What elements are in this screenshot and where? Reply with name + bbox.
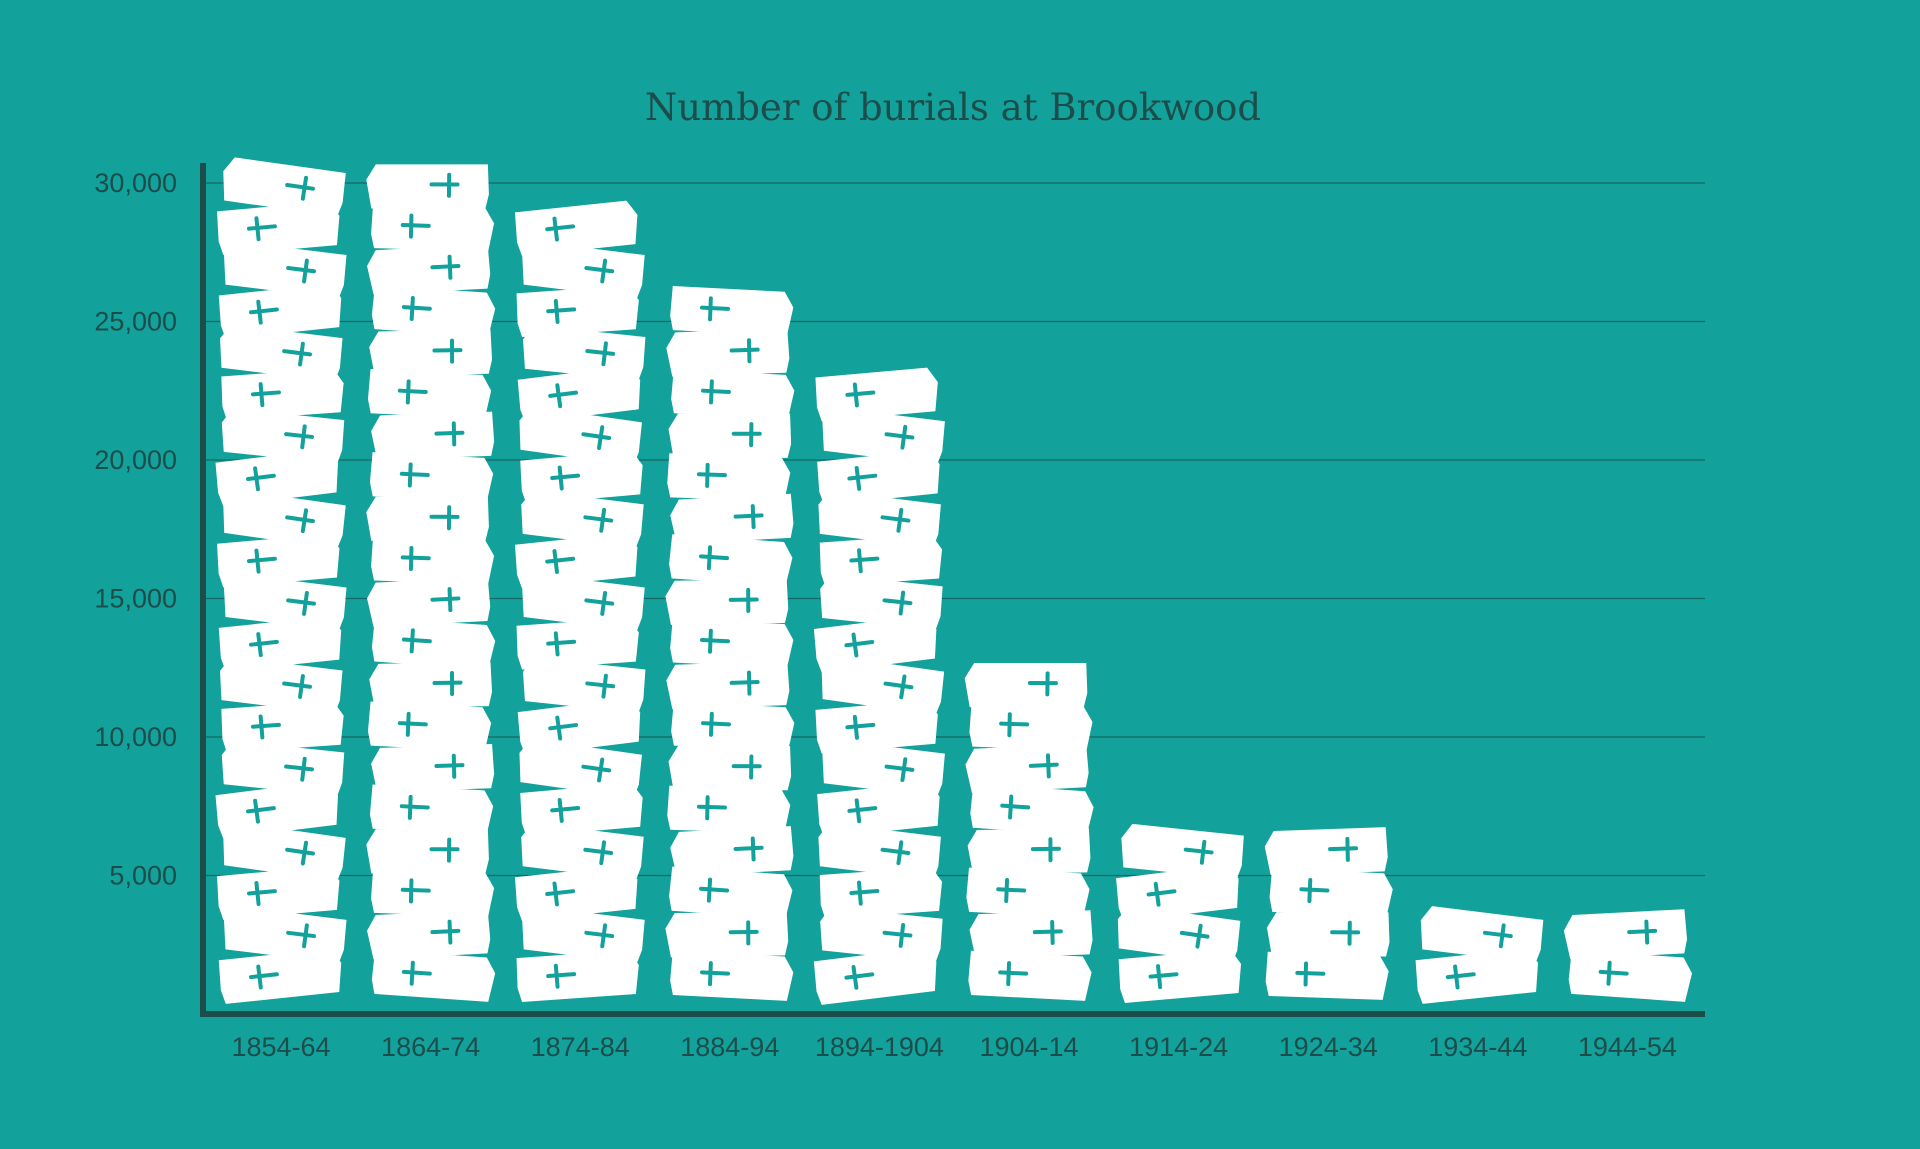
bar-stack (1560, 903, 1696, 1009)
y-tick-label: 10,000 (94, 722, 177, 752)
x-tick-label: 1944-54 (1578, 1032, 1677, 1062)
coffin-icon (217, 154, 349, 219)
coffin-icon (1117, 821, 1247, 882)
y-tick-label: 30,000 (94, 168, 177, 198)
x-axis-ticks: 1854-64 1864-74 1874-84 1884-94 1894-1904 190… (231, 1032, 1676, 1062)
x-tick-label: 1934-44 (1428, 1032, 1527, 1062)
bar-stack (811, 367, 948, 1008)
bar-stack (962, 659, 1098, 1008)
y-tick-label: 20,000 (94, 445, 177, 475)
y-tick-label: 25,000 (94, 307, 177, 337)
bar-stack (512, 197, 648, 1002)
bar-stack (1112, 821, 1247, 1003)
bar-stack (1261, 821, 1397, 1007)
x-tick-label: 1894-1904 (815, 1032, 944, 1062)
coffin-icon (666, 279, 797, 343)
x-tick-label: 1864-74 (381, 1032, 480, 1062)
x-tick-label: 1854-64 (231, 1032, 330, 1062)
x-tick-label: 1904-14 (979, 1032, 1078, 1062)
coffin-stacks (213, 154, 1696, 1009)
bar-stack (665, 279, 798, 1008)
bar-stack (1413, 903, 1546, 1007)
chart-title: Number of burials at Brookwood (645, 86, 1261, 129)
coffin-icon (964, 659, 1088, 711)
coffin-icon (366, 160, 490, 212)
coffin-icon (1261, 821, 1391, 882)
y-tick-label: 5,000 (109, 861, 177, 891)
coffin-icon (512, 197, 642, 259)
x-tick-label: 1884-94 (680, 1032, 779, 1062)
x-tick-label: 1914-24 (1129, 1032, 1228, 1062)
coffin-icon (1560, 903, 1691, 966)
y-axis-ticks: 5,000 10,000 15,000 20,000 25,000 30,000 (94, 168, 177, 891)
x-tick-label: 1874-84 (531, 1032, 630, 1062)
bar-stack (213, 154, 349, 1007)
coffin-icon (815, 367, 939, 421)
coffin-icon (1415, 903, 1546, 966)
bar-stack (363, 160, 499, 1009)
y-tick-label: 15,000 (94, 584, 177, 614)
x-tick-label: 1924-34 (1279, 1032, 1378, 1062)
